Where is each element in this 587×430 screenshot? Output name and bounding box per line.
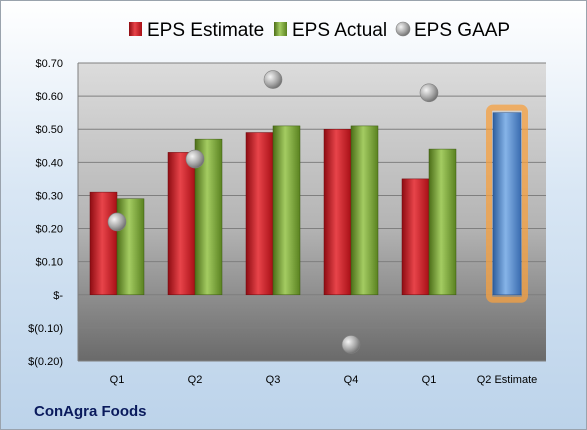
legend-swatch-eps-gaap <box>395 21 411 37</box>
legend-label: EPS Actual <box>292 20 387 41</box>
marker-eps-gaap <box>107 212 127 232</box>
legend-swatch-eps-actual <box>274 22 287 36</box>
y-tick-label: $0.20 <box>35 224 63 236</box>
y-tick-label: $0.70 <box>35 58 63 70</box>
bar-eps-estimate <box>167 152 196 296</box>
legend-swatch-eps-estimate <box>129 22 142 36</box>
bar-eps-estimate <box>245 132 274 296</box>
y-tick-label: $0.40 <box>35 157 63 169</box>
y-tick-label: $0.10 <box>35 257 63 269</box>
marker-eps-gaap <box>419 83 439 103</box>
company-name: ConAgra Foods <box>34 403 147 420</box>
bar-eps-estimate <box>323 128 352 296</box>
y-tick-label: $(0.10) <box>28 323 63 335</box>
plot-area <box>78 63 546 361</box>
x-tick-label: Q2 <box>188 374 203 386</box>
x-tick-label: Q2 Estimate <box>477 374 538 386</box>
bar-eps-estimate <box>401 178 430 296</box>
marker-eps-gaap <box>341 335 361 354</box>
y-tick-label: $0.50 <box>35 124 63 136</box>
y-tick-label: $(0.20) <box>28 356 63 368</box>
marker-eps-gaap <box>185 149 205 169</box>
bar-q2-estimate <box>492 112 522 296</box>
x-tick-label: Q3 <box>266 374 281 386</box>
bar-eps-actual <box>116 198 145 296</box>
bar-eps-actual <box>272 125 301 296</box>
y-tick-label: $0.30 <box>35 190 63 202</box>
bar-eps-actual <box>428 148 457 296</box>
bar-eps-actual <box>350 125 379 296</box>
marker-eps-gaap <box>263 70 283 89</box>
bar-highlight-glow <box>486 104 528 303</box>
bar-eps-estimate <box>89 191 118 296</box>
y-tick-label: $- <box>53 290 63 302</box>
x-tick-label: Q1 <box>110 374 125 386</box>
y-tick-label: $0.60 <box>35 91 63 103</box>
legend-label: EPS Estimate <box>147 20 264 41</box>
legend-label: EPS GAAP <box>414 20 510 41</box>
x-tick-label: Q4 <box>344 374 359 386</box>
x-tick-label: Q1 <box>422 374 437 386</box>
